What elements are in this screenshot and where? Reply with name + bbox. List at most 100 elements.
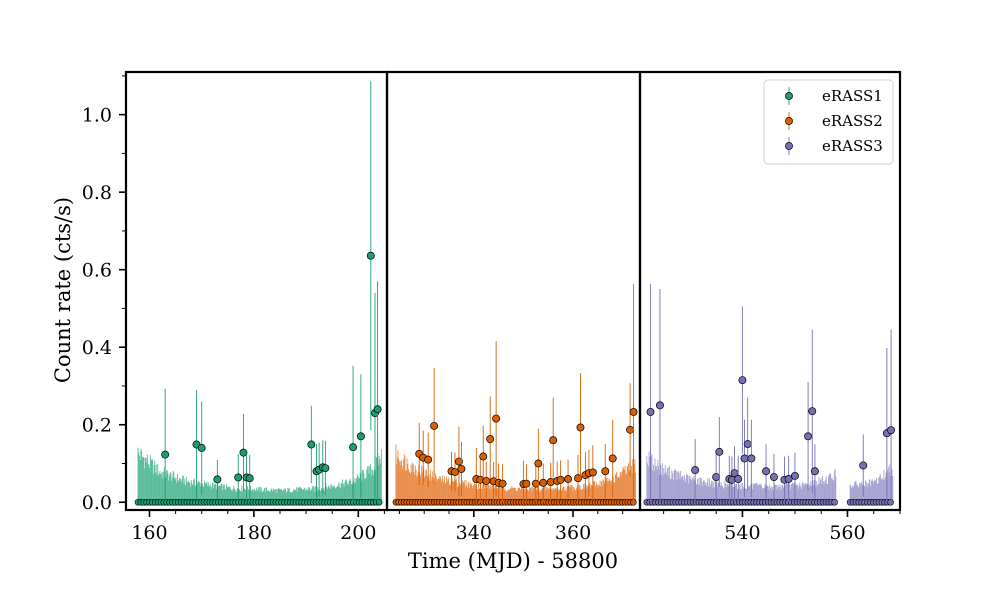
detection-point	[626, 425, 635, 434]
detection-point	[197, 444, 206, 452]
panel-erass2: 340 360	[385, 70, 642, 544]
x-tick-label: 340	[456, 522, 492, 544]
detection-point	[239, 448, 248, 457]
detection-point	[373, 405, 382, 414]
detection-point	[576, 423, 585, 432]
detection-point	[601, 467, 610, 476]
panel-plot-area	[392, 284, 638, 506]
detection-point	[549, 436, 558, 445]
legend-label: eRASS2	[822, 112, 883, 130]
panel-erass3: 540 560	[638, 70, 902, 544]
y-tick-label: 0.2	[82, 415, 112, 437]
zero-rate-point	[375, 498, 383, 506]
detection-point	[588, 468, 597, 477]
detection-point	[747, 454, 756, 463]
background-error-band	[395, 444, 636, 503]
y-tick-label: 1.0	[82, 105, 112, 127]
detection-point	[769, 473, 778, 482]
detection-point	[349, 443, 358, 452]
background-error-band	[137, 447, 382, 503]
y-tick-label: 0.6	[82, 260, 112, 282]
detection-point	[790, 471, 799, 480]
detection-point	[534, 459, 543, 468]
legend: eRASS1 eRASS2 eRASS3	[763, 79, 894, 165]
detection-point	[743, 440, 752, 449]
x-tick-label: 180	[236, 522, 272, 544]
detection-point	[234, 473, 243, 482]
detection-point	[245, 474, 254, 483]
legend-box	[763, 79, 894, 165]
detection-point	[424, 455, 433, 464]
detection-point	[564, 475, 573, 483]
legend-marker	[785, 92, 793, 100]
y-tick-label: 0.4	[82, 337, 112, 359]
detection-point	[608, 454, 617, 463]
detection-point	[213, 475, 222, 484]
background-error-band	[646, 451, 894, 503]
panel-plot-area	[643, 284, 896, 506]
x-axis-title: Time (MJD) - 58800	[408, 549, 618, 573]
detection-point	[430, 421, 439, 430]
detection-point	[646, 407, 655, 416]
detection-point	[451, 468, 459, 476]
detection-point	[804, 432, 813, 441]
detection-point	[479, 452, 488, 461]
x-tick-label: 560	[829, 522, 865, 544]
panel-plot-area	[134, 81, 383, 506]
detection-point	[808, 407, 817, 416]
detection-point	[712, 473, 721, 482]
detection-point	[784, 475, 793, 483]
detection-point	[486, 435, 495, 444]
detection-point	[498, 479, 507, 488]
detection-point	[810, 467, 819, 476]
detection-point	[356, 432, 365, 441]
zero-rate-point	[831, 498, 838, 506]
legend-marker	[785, 117, 793, 125]
detection-point	[574, 474, 582, 483]
detection-point	[366, 251, 375, 260]
detection-point	[307, 440, 316, 449]
y-tick-label: 0.8	[82, 182, 112, 204]
detection-point	[715, 447, 724, 456]
detection-point	[161, 450, 170, 459]
detection-point	[457, 464, 466, 473]
y-axis-title: Count rate (cts/s)	[51, 197, 75, 383]
x-tick-label: 540	[724, 522, 760, 544]
panel-erass1: 160 180 200	[124, 70, 389, 544]
detection-point	[482, 476, 491, 485]
legend-label: eRASS1	[822, 87, 883, 105]
detection-point	[691, 466, 700, 475]
legend-entry: eRASS1	[785, 87, 883, 105]
detection-point	[734, 475, 743, 483]
detection-point	[740, 454, 749, 463]
detection-point	[492, 414, 501, 423]
detection-point	[321, 464, 330, 473]
zero-rate-points	[134, 498, 383, 506]
panel-frame	[385, 70, 642, 512]
detection-point	[629, 407, 638, 416]
zero-rate-points	[392, 498, 637, 506]
legend-label: eRASS3	[822, 137, 883, 155]
detection-point	[539, 478, 548, 487]
detection-point	[556, 475, 565, 484]
detection-point	[738, 376, 747, 385]
detection-point	[762, 467, 771, 476]
detection-point	[656, 401, 664, 410]
y-tick-label: 0.0	[82, 492, 112, 514]
detection-point	[859, 461, 868, 470]
x-tick-label: 160	[131, 522, 167, 544]
detection-points	[161, 81, 382, 503]
zero-rate-points	[643, 498, 894, 506]
detection-points	[646, 284, 896, 503]
y-axis: 0.0 0.2 0.4 0.6 0.8 1.0	[82, 75, 126, 514]
x-tick-label: 200	[340, 522, 376, 544]
detection-points	[415, 284, 638, 503]
x-tick-label: 360	[555, 522, 591, 544]
legend-entry: eRASS2	[785, 112, 883, 130]
detection-point	[522, 479, 531, 488]
detection-point	[454, 457, 463, 466]
zero-rate-point	[887, 498, 894, 506]
legend-marker	[785, 142, 793, 150]
detection-point	[887, 426, 896, 435]
